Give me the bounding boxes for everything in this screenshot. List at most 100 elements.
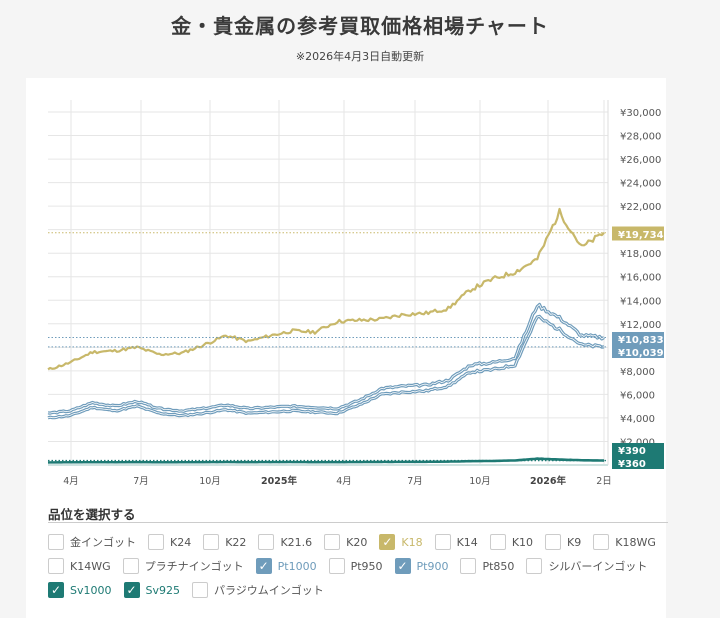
checkbox-box[interactable]: [489, 534, 506, 550]
series-line-pt1000[interactable]: [47, 304, 605, 414]
checkbox-label: パラジウムインゴット: [214, 584, 324, 597]
option-row: 金インゴット K24 K22 K21.6 K20 ✓ K18 K14 K10 K9 K18WG: [48, 530, 688, 554]
last-value-text: ¥390: [618, 446, 646, 457]
checkbox-box[interactable]: [434, 534, 451, 550]
checkbox-k22[interactable]: K22: [203, 534, 246, 550]
checkbox-k216[interactable]: K21.6: [258, 534, 312, 550]
x-tick-label: 7月: [407, 476, 423, 487]
checkbox-k14wg[interactable]: K14WG: [48, 558, 111, 574]
last-value-tag: [612, 456, 664, 469]
checkbox-box[interactable]: [48, 558, 64, 574]
checkbox-label: シルバーインゴット: [548, 560, 648, 573]
checkbox-label: 金インゴット: [70, 536, 136, 549]
checkbox-label: Pt850: [482, 559, 515, 573]
y-tick-label: ¥6,000: [620, 390, 655, 401]
x-tick-label: 10月: [199, 476, 221, 487]
checkbox-label: Sv1000: [70, 583, 112, 597]
price-chart[interactable]: ¥30,000¥28,000¥26,000¥24,000¥22,000¥20,0…: [0, 0, 720, 500]
last-value-text: ¥10,833: [618, 335, 664, 346]
checkbox-box[interactable]: [324, 534, 341, 550]
y-tick-label: ¥2,000: [620, 437, 655, 448]
grade-selector-title: 品位を選択する: [48, 507, 136, 522]
checkbox-label: K21.6: [280, 535, 313, 549]
checkbox-label: プラチナインゴット: [144, 560, 244, 573]
checkbox-[interactable]: プラチナインゴット: [122, 558, 244, 574]
checkmark-icon[interactable]: ✓: [48, 582, 64, 598]
checkbox-k14[interactable]: K14: [434, 534, 478, 550]
checkbox-pt1000[interactable]: ✓ Pt1000: [255, 558, 317, 574]
checkbox-label: K10: [511, 535, 534, 549]
last-value-tag: [612, 226, 664, 241]
checkbox-label: K18WG: [615, 535, 656, 549]
checkmark-icon[interactable]: ✓: [394, 558, 411, 574]
x-tick-label: 2日: [596, 476, 612, 487]
checkbox-pt900[interactable]: ✓ Pt900: [394, 558, 449, 574]
y-tick-label: ¥16,000: [620, 273, 661, 284]
checkmark-icon[interactable]: ✓: [379, 534, 396, 550]
checkbox-k18[interactable]: ✓ K18: [379, 534, 423, 550]
checkbox-sv1000[interactable]: ✓ Sv1000: [48, 582, 112, 598]
checkbox-box[interactable]: [192, 582, 208, 598]
y-tick-label: ¥4,000: [620, 414, 655, 425]
last-value-text: ¥10,039: [618, 348, 664, 359]
checkbox-k10[interactable]: K10: [489, 534, 534, 550]
last-value-tag: [612, 332, 664, 345]
y-tick-label: ¥22,000: [620, 202, 661, 213]
series-line-pt900[interactable]: [47, 316, 605, 419]
checkbox-k24[interactable]: K24: [148, 534, 191, 550]
last-value-tag: [612, 443, 664, 456]
y-tick-label: ¥18,000: [620, 249, 661, 260]
checkbox-box[interactable]: [328, 558, 345, 574]
checkbox-box[interactable]: [593, 534, 610, 550]
checkbox-box[interactable]: [203, 534, 220, 550]
series-line-k18[interactable]: [47, 207, 605, 371]
y-tick-label: ¥24,000: [620, 179, 661, 190]
checkbox-label: K20: [346, 535, 368, 549]
checkbox-box[interactable]: [545, 534, 562, 550]
x-tick-label: 7月: [133, 476, 149, 487]
checkbox-label: Pt1000: [277, 559, 317, 573]
checkbox-pt850[interactable]: Pt850: [460, 558, 514, 574]
checkbox-box[interactable]: [148, 534, 164, 550]
checkbox-[interactable]: パラジウムインゴット: [192, 582, 324, 598]
checkbox-box[interactable]: [48, 534, 64, 550]
last-value-tag: [612, 345, 664, 358]
checkbox-label: Sv925: [145, 583, 181, 597]
checkbox-label: Pt950: [350, 559, 383, 573]
checkbox-label: K9: [567, 535, 582, 549]
option-row: ✓ Sv1000 ✓ Sv925 パラジウムインゴット: [48, 578, 688, 602]
checkbox-k20[interactable]: K20: [324, 534, 367, 550]
checkbox-pt950[interactable]: Pt950: [328, 558, 383, 574]
y-tick-label: ¥30,000: [620, 108, 661, 119]
y-tick-label: ¥28,000: [620, 132, 661, 143]
x-tick-label: 2026年: [530, 475, 566, 487]
checkbox-[interactable]: 金インゴット: [48, 534, 136, 550]
checkbox-label: K24: [170, 535, 192, 549]
last-value-text: ¥19,734: [618, 230, 664, 241]
x-tick-label: 2025年: [261, 475, 297, 487]
page-title: 金・貴金属の参考買取価格相場チャート: [171, 14, 549, 38]
update-date: ※2026年4月3日自動更新: [295, 50, 425, 63]
y-tick-label: ¥12,000: [620, 320, 661, 331]
checkbox-label: Pt900: [416, 559, 449, 573]
checkmark-icon[interactable]: ✓: [255, 558, 272, 574]
x-tick-label: 4月: [63, 476, 79, 487]
divider: [48, 522, 668, 523]
y-tick-label: ¥14,000: [620, 296, 661, 307]
checkbox-k18wg[interactable]: K18WG: [593, 534, 656, 550]
checkbox-box[interactable]: [526, 558, 543, 574]
checkbox-label: K14: [456, 535, 478, 549]
checkbox-sv925[interactable]: ✓ Sv925: [123, 582, 181, 598]
checkbox-k9[interactable]: K9: [545, 534, 581, 550]
checkbox-box[interactable]: [258, 534, 275, 550]
checkbox-box[interactable]: [122, 558, 139, 574]
y-tick-label: ¥26,000: [620, 155, 661, 166]
checkmark-icon[interactable]: ✓: [123, 582, 140, 598]
grade-options: 金インゴット K24 K22 K21.6 K20 ✓ K18 K14 K10 K9 K18WG K14…: [48, 530, 688, 602]
y-tick-label: ¥8,000: [620, 367, 655, 378]
last-value-text: ¥360: [618, 459, 646, 470]
checkbox-box[interactable]: [460, 558, 477, 574]
x-tick-label: 10月: [469, 476, 491, 487]
checkbox-[interactable]: シルバーインゴット: [526, 558, 647, 574]
x-tick-label: 4月: [336, 476, 352, 487]
